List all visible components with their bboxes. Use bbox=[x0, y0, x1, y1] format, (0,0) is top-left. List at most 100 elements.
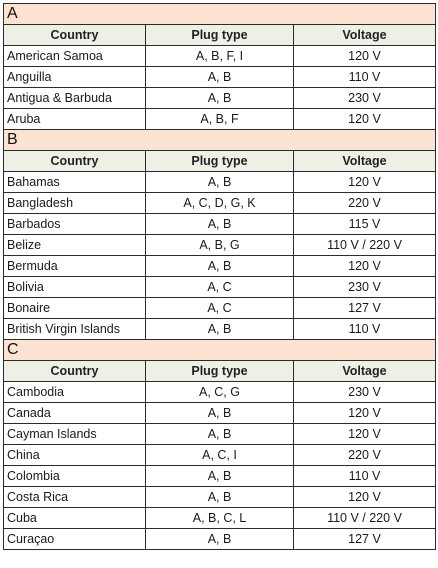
table-row: Cayman Islands A, B 120 V bbox=[3, 423, 436, 445]
country-cell: Bangladesh bbox=[3, 192, 146, 214]
section-header-row: C bbox=[3, 339, 436, 361]
voltage-cell: 120 V bbox=[293, 108, 436, 130]
section-letter: A bbox=[3, 3, 436, 25]
country-cell: Antigua & Barbuda bbox=[3, 87, 146, 109]
table-row: British Virgin Islands A, B 110 V bbox=[3, 318, 436, 340]
table-row: Anguilla A, B 110 V bbox=[3, 66, 436, 88]
country-cell: Bonaire bbox=[3, 297, 146, 319]
country-cell: Colombia bbox=[3, 465, 146, 487]
country-cell: Curaçao bbox=[3, 528, 146, 550]
voltage-cell: 115 V bbox=[293, 213, 436, 235]
table-row: American Samoa A, B, F, I 120 V bbox=[3, 45, 436, 67]
column-header-country: Country bbox=[3, 150, 146, 172]
table-row: Barbados A, B 115 V bbox=[3, 213, 436, 235]
column-header-country: Country bbox=[3, 360, 146, 382]
plug-type-cell: A, B, G bbox=[145, 234, 294, 256]
voltage-cell: 230 V bbox=[293, 276, 436, 298]
voltage-cell: 110 V bbox=[293, 318, 436, 340]
voltage-cell: 110 V / 220 V bbox=[293, 507, 436, 529]
column-header-voltage: Voltage bbox=[293, 360, 436, 382]
plug-type-cell: A, B bbox=[145, 171, 294, 193]
country-cell: Costa Rica bbox=[3, 486, 146, 508]
table-row: Aruba A, B, F 120 V bbox=[3, 108, 436, 130]
country-cell: China bbox=[3, 444, 146, 466]
plug-type-cell: A, B bbox=[145, 318, 294, 340]
plug-type-cell: A, B bbox=[145, 486, 294, 508]
plug-type-cell: A, C, D, G, K bbox=[145, 192, 294, 214]
plug-type-cell: A, B, C, L bbox=[145, 507, 294, 529]
column-header-plug-type: Plug type bbox=[145, 24, 294, 46]
table-row: Bermuda A, B 120 V bbox=[3, 255, 436, 277]
column-header-row: Country Plug type Voltage bbox=[3, 360, 436, 382]
section-header-row: A bbox=[3, 3, 436, 25]
table-row: Belize A, B, G 110 V / 220 V bbox=[3, 234, 436, 256]
table-row: Canada A, B 120 V bbox=[3, 402, 436, 424]
column-header-plug-type: Plug type bbox=[145, 150, 294, 172]
plug-type-cell: A, B bbox=[145, 66, 294, 88]
plug-type-cell: A, B, F, I bbox=[145, 45, 294, 67]
country-cell: Aruba bbox=[3, 108, 146, 130]
voltage-cell: 120 V bbox=[293, 423, 436, 445]
table-row: Costa Rica A, B 120 V bbox=[3, 486, 436, 508]
column-header-country: Country bbox=[3, 24, 146, 46]
plug-type-cell: A, C bbox=[145, 276, 294, 298]
country-cell: American Samoa bbox=[3, 45, 146, 67]
table-row: Bangladesh A, C, D, G, K 220 V bbox=[3, 192, 436, 214]
table-row: Antigua & Barbuda A, B 230 V bbox=[3, 87, 436, 109]
plug-type-cell: A, B bbox=[145, 465, 294, 487]
voltage-cell: 110 V bbox=[293, 66, 436, 88]
voltage-cell: 120 V bbox=[293, 45, 436, 67]
country-cell: Bolivia bbox=[3, 276, 146, 298]
column-header-voltage: Voltage bbox=[293, 24, 436, 46]
plug-type-cell: A, B, F bbox=[145, 108, 294, 130]
section-letter: B bbox=[3, 129, 436, 151]
country-cell: Canada bbox=[3, 402, 146, 424]
table-row: Bolivia A, C 230 V bbox=[3, 276, 436, 298]
plug-type-cell: A, C, G bbox=[145, 381, 294, 403]
table-row: Bahamas A, B 120 V bbox=[3, 171, 436, 193]
country-cell: Belize bbox=[3, 234, 146, 256]
section-header-row: B bbox=[3, 129, 436, 151]
country-cell: Anguilla bbox=[3, 66, 146, 88]
voltage-cell: 127 V bbox=[293, 528, 436, 550]
plug-type-cell: A, C, I bbox=[145, 444, 294, 466]
country-cell: Cambodia bbox=[3, 381, 146, 403]
plug-type-cell: A, B bbox=[145, 213, 294, 235]
voltage-cell: 120 V bbox=[293, 486, 436, 508]
voltage-cell: 220 V bbox=[293, 192, 436, 214]
plug-voltage-table: A Country Plug type Voltage American Samoa A,… bbox=[3, 3, 436, 550]
column-header-plug-type: Plug type bbox=[145, 360, 294, 382]
table-row: Cuba A, B, C, L 110 V / 220 V bbox=[3, 507, 436, 529]
column-header-row: Country Plug type Voltage bbox=[3, 150, 436, 172]
country-cell: Barbados bbox=[3, 213, 146, 235]
table-row: Colombia A, B 110 V bbox=[3, 465, 436, 487]
voltage-cell: 120 V bbox=[293, 402, 436, 424]
plug-type-cell: A, B bbox=[145, 528, 294, 550]
plug-type-cell: A, B bbox=[145, 255, 294, 277]
voltage-cell: 230 V bbox=[293, 381, 436, 403]
voltage-cell: 127 V bbox=[293, 297, 436, 319]
plug-type-cell: A, B bbox=[145, 87, 294, 109]
table-row: China A, C, I 220 V bbox=[3, 444, 436, 466]
column-header-row: Country Plug type Voltage bbox=[3, 24, 436, 46]
voltage-cell: 220 V bbox=[293, 444, 436, 466]
table-body: A Country Plug type Voltage American Samoa A,… bbox=[3, 3, 436, 550]
voltage-cell: 120 V bbox=[293, 255, 436, 277]
plug-type-cell: A, B bbox=[145, 402, 294, 424]
plug-type-cell: A, C bbox=[145, 297, 294, 319]
voltage-cell: 110 V bbox=[293, 465, 436, 487]
section-letter: C bbox=[3, 339, 436, 361]
country-cell: Bahamas bbox=[3, 171, 146, 193]
voltage-cell: 110 V / 220 V bbox=[293, 234, 436, 256]
country-cell: British Virgin Islands bbox=[3, 318, 146, 340]
country-cell: Bermuda bbox=[3, 255, 146, 277]
table-row: Curaçao A, B 127 V bbox=[3, 528, 436, 550]
column-header-voltage: Voltage bbox=[293, 150, 436, 172]
voltage-cell: 120 V bbox=[293, 171, 436, 193]
table-row: Bonaire A, C 127 V bbox=[3, 297, 436, 319]
voltage-cell: 230 V bbox=[293, 87, 436, 109]
country-cell: Cuba bbox=[3, 507, 146, 529]
table-row: Cambodia A, C, G 230 V bbox=[3, 381, 436, 403]
plug-type-cell: A, B bbox=[145, 423, 294, 445]
country-cell: Cayman Islands bbox=[3, 423, 146, 445]
